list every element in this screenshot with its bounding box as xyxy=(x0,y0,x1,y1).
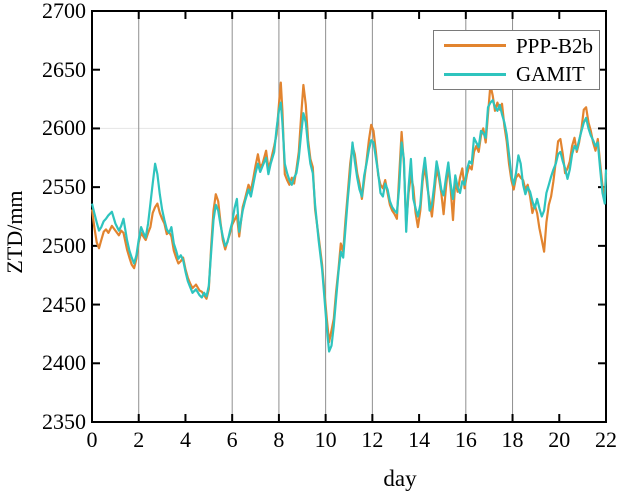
y-tick-label: 2650 xyxy=(42,56,86,82)
x-tick-label: 6 xyxy=(226,427,238,452)
series-line-gamit xyxy=(90,99,608,353)
x-tick-label: 20 xyxy=(548,427,571,452)
x-tick-label: 8 xyxy=(273,427,285,452)
legend: PPP-B2b GAMIT xyxy=(433,30,600,90)
x-axis-label: day xyxy=(383,466,417,491)
x-tick-label: 0 xyxy=(86,427,98,452)
x-tick-label: 4 xyxy=(179,427,191,452)
legend-label-gamit: GAMIT xyxy=(516,62,585,87)
series-line-ppp-b2b xyxy=(90,81,608,344)
legend-label-ppp-b2b: PPP-B2b xyxy=(516,33,594,58)
x-tick-label: 2 xyxy=(133,427,145,452)
x-tick-label: 12 xyxy=(361,427,384,452)
y-tick-label: 2350 xyxy=(42,409,86,434)
y-tick-label: 2700 xyxy=(42,0,86,23)
ppp-b2b-line-sample xyxy=(444,44,506,48)
gamit-line-sample xyxy=(444,72,506,76)
y-tick-label: 2450 xyxy=(42,291,86,317)
x-tick-label: 10 xyxy=(314,427,337,452)
x-tick-label: 22 xyxy=(595,427,617,452)
legend-item-ppp-b2b: PPP-B2b xyxy=(434,32,599,60)
y-tick-label: 2400 xyxy=(42,350,86,376)
legend-item-gamit: GAMIT xyxy=(434,60,599,88)
x-tick-label: 14 xyxy=(408,427,431,452)
y-tick-label: 2500 xyxy=(42,232,86,258)
y-tick-label: 2550 xyxy=(42,174,86,200)
x-tick-label: 18 xyxy=(501,427,524,452)
y-tick-label: 2600 xyxy=(42,115,86,141)
x-tick-label: 16 xyxy=(454,427,477,452)
